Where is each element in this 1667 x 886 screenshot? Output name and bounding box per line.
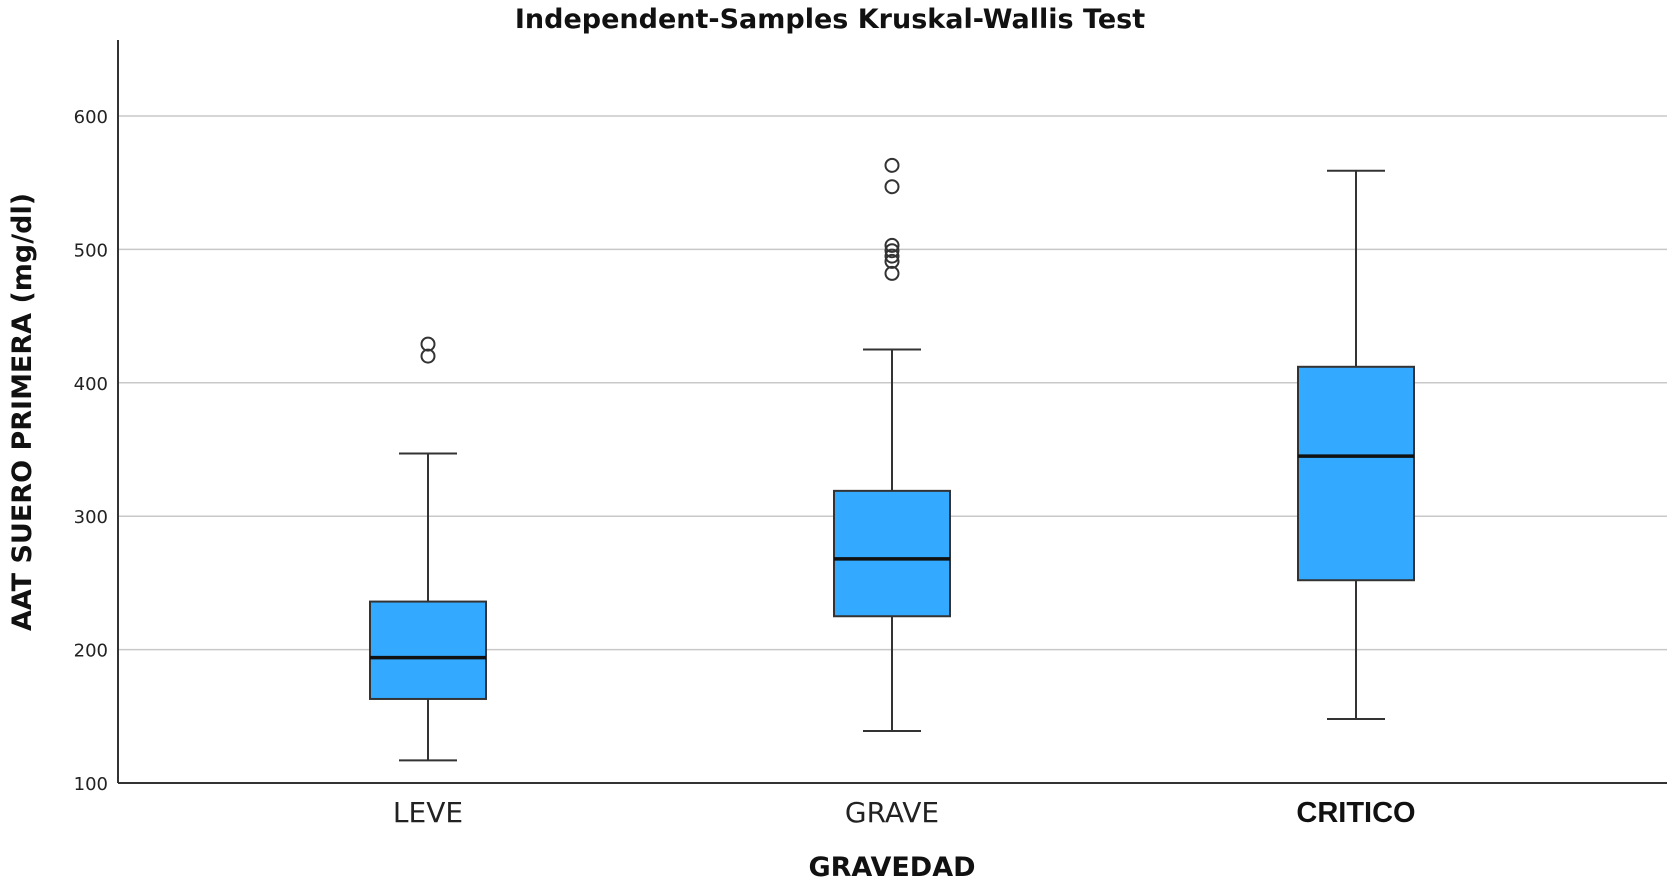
box-layer <box>369 157 1415 762</box>
x-axis-label: GRAVEDAD <box>808 852 975 883</box>
box-group-leve <box>369 336 487 762</box>
iqr-box <box>1297 365 1415 582</box>
outlier-point <box>884 248 900 264</box>
x-tick-label-leve: LEVE <box>393 796 463 829</box>
outlier-point <box>884 157 900 173</box>
y-tick-label: 300 <box>74 507 108 528</box>
chart-title: Independent-Samples Kruskal-Wallis Test <box>515 4 1145 35</box>
box-group-grave <box>833 157 951 732</box>
outlier-point <box>884 243 900 259</box>
y-tick-label: 600 <box>74 107 108 128</box>
axis-layer <box>117 40 1667 784</box>
x-tick-label-critico: CRITICO <box>1296 797 1415 829</box>
x-tick-labels: LEVE GRAVE CRITICO <box>393 796 1416 829</box>
y-tick-label: 400 <box>74 374 108 395</box>
iqr-box <box>833 489 951 618</box>
y-tick-label: 100 <box>74 774 108 795</box>
outlier-point <box>420 336 436 352</box>
x-tick-label-grave: GRAVE <box>845 796 939 829</box>
outlier-point <box>884 179 900 195</box>
outlier-point <box>884 237 900 253</box>
outlier-point <box>884 253 900 269</box>
box-group-critico <box>1297 169 1415 720</box>
y-tick-label: 500 <box>74 240 108 261</box>
y-tick-labels: 100 200 300 400 500 600 <box>74 107 108 795</box>
iqr-box <box>369 600 487 700</box>
y-axis-label: AAT SUERO PRIMERA (mg/dl) <box>7 193 38 631</box>
y-tick-label: 200 <box>74 641 108 662</box>
